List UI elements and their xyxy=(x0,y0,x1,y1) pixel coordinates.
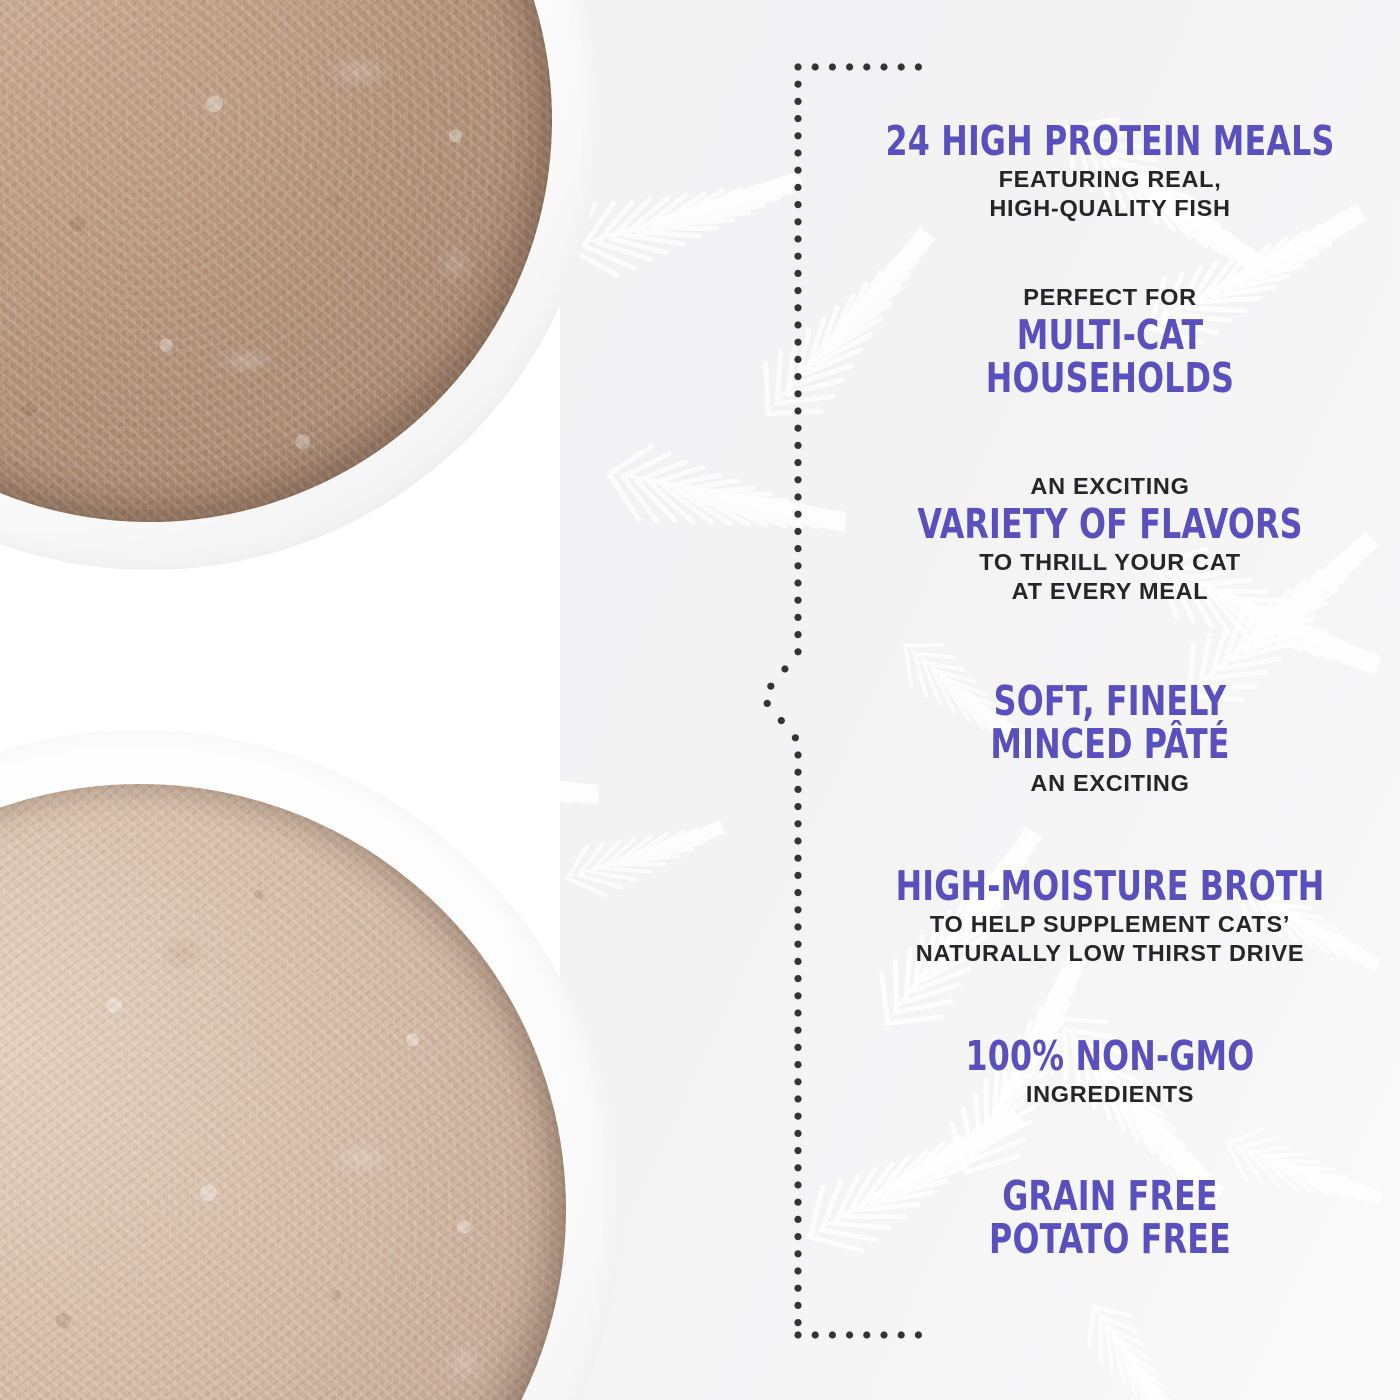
feature-subtext-line-2: HIGH-QUALITY FISH xyxy=(989,195,1231,222)
feature-headline-line-1: GRAIN FREE xyxy=(1002,1172,1218,1220)
feature-subtext-line-2: TO THRILL YOUR CAT xyxy=(979,549,1241,576)
food-texture-clumps xyxy=(0,784,566,1400)
feature-subtext-line-1: PERFECT FOR xyxy=(1023,284,1197,310)
food-texture-speckles xyxy=(0,0,552,522)
feature-subtext-line-2: NATURALLY LOW THIRST DRIVE xyxy=(915,940,1305,967)
feature-headline: VARIETY OF FLAVORS xyxy=(917,499,1303,548)
feature-headline-line-2: HOUSEHOLDS xyxy=(985,354,1235,403)
feature-non-gmo: 100% NON-GMO INGREDIENTS xyxy=(840,1032,1380,1109)
feature-headline-line-2: MINCED PÂTÉ xyxy=(990,720,1230,769)
feature-subtext-line-1: AN EXCITING xyxy=(1030,473,1190,499)
bottom-bowl-food xyxy=(0,784,566,1400)
bottom-bowl xyxy=(0,730,620,1400)
feature-high-moisture-broth: HIGH-MOISTURE BROTH TO HELP SUPPLEMENT C… xyxy=(840,862,1380,968)
food-texture-grain xyxy=(0,0,552,522)
top-bowl-food xyxy=(0,0,552,522)
feature-multi-cat-households: PERFECT FOR MULTI-CAT HOUSEHOLDS xyxy=(840,283,1380,401)
food-texture-speckles xyxy=(0,784,566,1400)
feature-headline-line-2: POTATO FREE xyxy=(989,1215,1231,1264)
feature-minced-pate: SOFT, FINELY MINCED PÂTÉ AN EXCITING xyxy=(840,677,1380,798)
feature-subtext-line-3: AT EVERY MEAL xyxy=(1011,577,1209,604)
food-texture-grain xyxy=(0,784,566,1400)
feature-headline: 100% NON-GMO xyxy=(965,1032,1255,1080)
feature-subtext-line-1: TO HELP SUPPLEMENT CATS’ xyxy=(929,911,1291,938)
feature-headline: 24 HIGH PROTEIN MEALS xyxy=(885,117,1335,165)
feature-headline-line-1: SOFT, FINELY xyxy=(993,677,1227,725)
feature-variety-of-flavors: AN EXCITING VARIETY OF FLAVORS TO THRILL… xyxy=(840,472,1380,605)
top-bowl xyxy=(0,0,600,570)
feature-subtext-line-1: FEATURING REAL, xyxy=(998,166,1222,193)
feature-headline: HIGH-MOISTURE BROTH xyxy=(895,862,1325,910)
feature-list: 24 HIGH PROTEIN MEALS FEATURING REAL, HI… xyxy=(840,0,1380,1400)
feature-subtext-line-1: AN EXCITING xyxy=(1030,769,1190,796)
feature-grain-free-potato-free: GRAIN FREE POTATO FREE xyxy=(840,1172,1380,1264)
feature-headline-line-1: MULTI-CAT xyxy=(1016,310,1204,359)
feature-high-protein-meals: 24 HIGH PROTEIN MEALS FEATURING REAL, HI… xyxy=(840,117,1380,223)
food-texture-clumps xyxy=(0,0,552,522)
feature-subtext-line-1: INGREDIENTS xyxy=(1025,1081,1195,1108)
